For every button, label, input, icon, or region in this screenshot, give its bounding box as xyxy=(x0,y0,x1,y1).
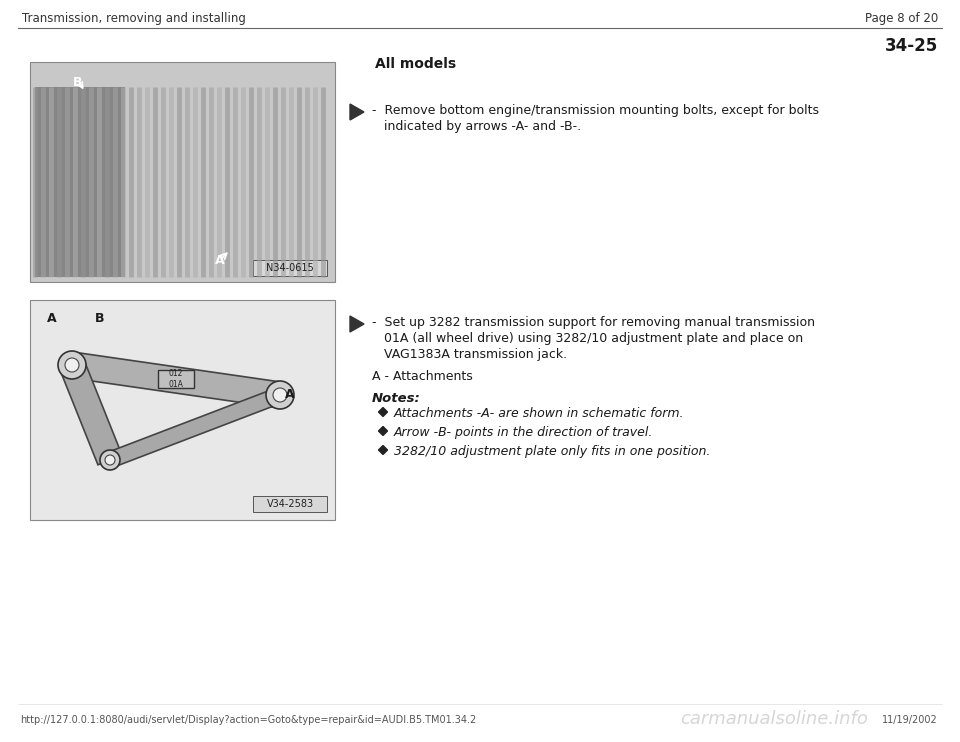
Text: http://127.0.0.1:8080/audi/servlet/Display?action=Goto&type=repair&id=AUDI.B5.TM: http://127.0.0.1:8080/audi/servlet/Displ… xyxy=(20,715,476,725)
Text: 34-25: 34-25 xyxy=(885,37,938,55)
Polygon shape xyxy=(70,352,282,408)
Bar xyxy=(253,496,327,512)
Bar xyxy=(253,260,327,276)
Text: All models: All models xyxy=(375,57,456,71)
Text: A: A xyxy=(47,312,57,324)
Text: 3282/10 adjustment plate only fits in one position.: 3282/10 adjustment plate only fits in on… xyxy=(394,445,710,458)
Polygon shape xyxy=(350,104,364,120)
Bar xyxy=(30,300,335,520)
Bar xyxy=(35,87,125,277)
Text: -  Remove bottom engine/transmission mounting bolts, except for bolts: - Remove bottom engine/transmission moun… xyxy=(372,104,819,117)
Circle shape xyxy=(65,358,79,372)
Text: Attachments -A- are shown in schematic form.: Attachments -A- are shown in schematic f… xyxy=(394,407,684,420)
Circle shape xyxy=(273,388,287,402)
Circle shape xyxy=(105,455,115,465)
Text: N34-0615: N34-0615 xyxy=(266,263,314,273)
Text: A - Attachments: A - Attachments xyxy=(372,370,472,383)
Text: Transmission, removing and installing: Transmission, removing and installing xyxy=(22,12,246,25)
Text: 01A (all wheel drive) using 3282/10 adjustment plate and place on: 01A (all wheel drive) using 3282/10 adju… xyxy=(372,332,804,345)
Text: A: A xyxy=(285,389,295,401)
Text: VAG1383A transmission jack.: VAG1383A transmission jack. xyxy=(372,348,567,361)
Text: B: B xyxy=(95,312,105,324)
Text: A: A xyxy=(215,254,225,266)
Bar xyxy=(30,62,335,282)
Circle shape xyxy=(266,381,294,409)
Text: B: B xyxy=(73,76,83,88)
Text: Notes:: Notes: xyxy=(372,392,420,405)
Bar xyxy=(158,370,194,388)
Polygon shape xyxy=(350,316,364,332)
Text: indicated by arrows -A- and -B-.: indicated by arrows -A- and -B-. xyxy=(372,120,581,133)
Polygon shape xyxy=(378,445,388,455)
Text: 012
01A: 012 01A xyxy=(169,370,183,389)
Text: V34-2583: V34-2583 xyxy=(267,499,314,509)
Circle shape xyxy=(58,351,86,379)
Polygon shape xyxy=(378,407,388,416)
Polygon shape xyxy=(60,360,122,464)
Text: Arrow -B- points in the direction of travel.: Arrow -B- points in the direction of tra… xyxy=(394,426,654,439)
Text: -  Set up 3282 transmission support for removing manual transmission: - Set up 3282 transmission support for r… xyxy=(372,316,815,329)
Circle shape xyxy=(100,450,120,470)
Text: carmanualsoline.info: carmanualsoline.info xyxy=(680,710,868,728)
Polygon shape xyxy=(378,427,388,436)
Polygon shape xyxy=(108,387,283,467)
Text: Page 8 of 20: Page 8 of 20 xyxy=(865,12,938,25)
Text: 11/19/2002: 11/19/2002 xyxy=(882,715,938,725)
